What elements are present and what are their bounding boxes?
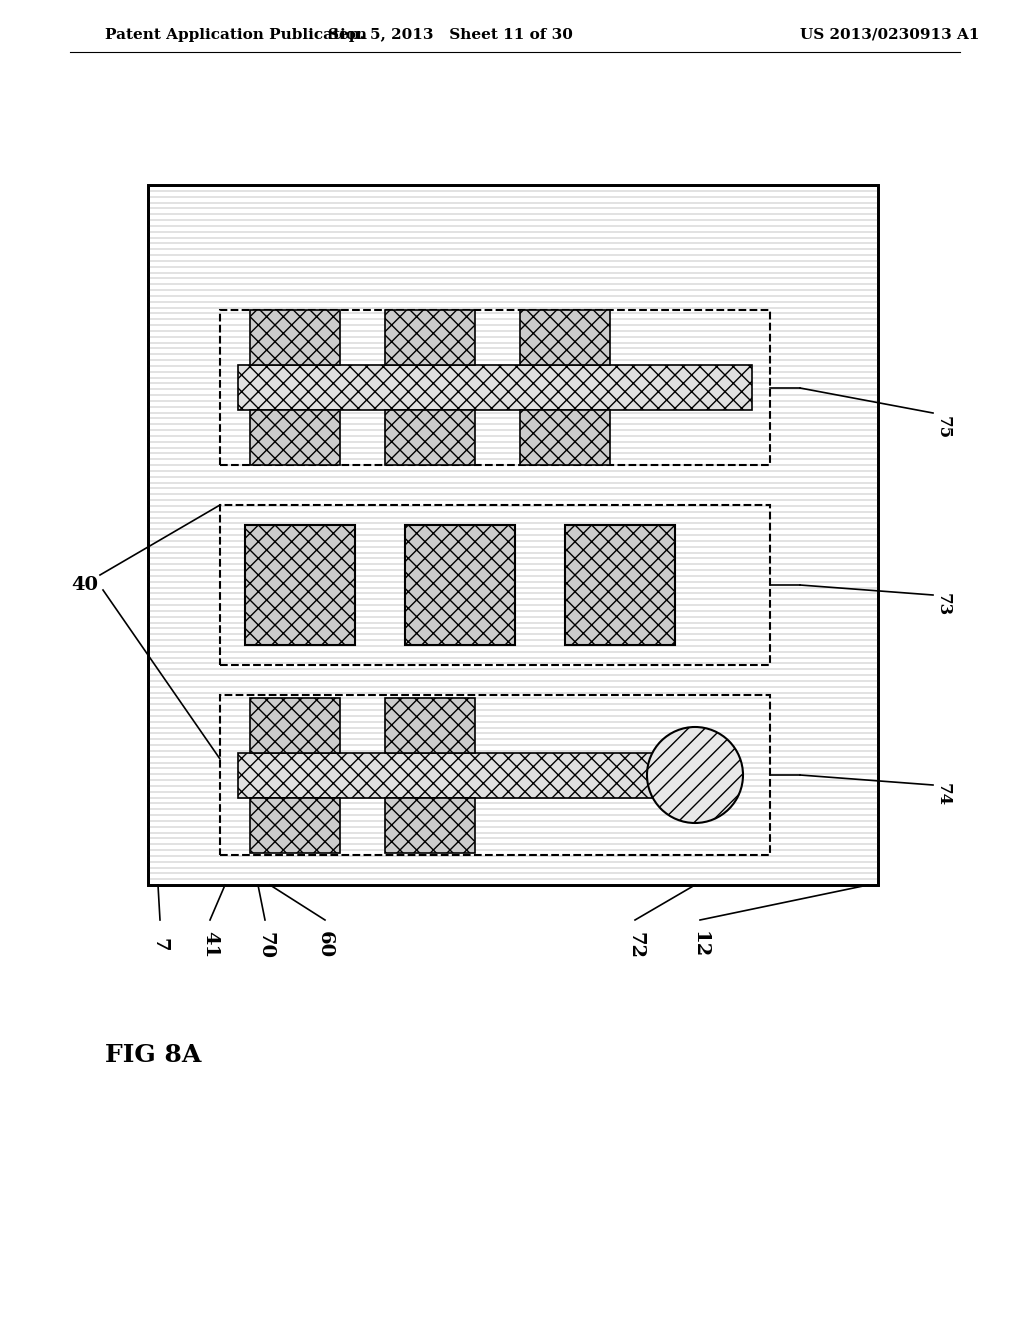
Bar (385, 698, 475, 752)
Bar (250, 310, 340, 366)
Text: US 2013/0230913 A1: US 2013/0230913 A1 (800, 28, 980, 42)
Text: 74: 74 (935, 784, 951, 807)
Bar (238, 752, 658, 799)
Bar (406, 525, 515, 645)
Bar (148, 185, 878, 884)
Bar (385, 310, 475, 366)
Text: 60: 60 (316, 932, 334, 958)
Text: 72: 72 (626, 932, 644, 958)
Bar (250, 411, 340, 465)
Bar (385, 799, 475, 853)
Text: 40: 40 (72, 576, 98, 594)
Bar (565, 525, 675, 645)
Text: Patent Application Publication: Patent Application Publication (105, 28, 367, 42)
Text: Sep. 5, 2013   Sheet 11 of 30: Sep. 5, 2013 Sheet 11 of 30 (328, 28, 572, 42)
Bar (245, 525, 355, 645)
Bar (520, 310, 610, 366)
Text: 75: 75 (935, 416, 951, 440)
Text: 7: 7 (151, 939, 169, 952)
Text: 12: 12 (691, 932, 709, 958)
Text: 70: 70 (256, 932, 274, 958)
Text: 73: 73 (935, 594, 951, 616)
Bar (220, 696, 770, 855)
Bar (220, 310, 770, 465)
Bar (250, 698, 340, 752)
Text: 41: 41 (201, 932, 219, 958)
Bar (148, 185, 878, 884)
Bar (238, 366, 752, 411)
Bar (250, 799, 340, 853)
Circle shape (647, 727, 743, 822)
Text: FIG 8A: FIG 8A (105, 1043, 202, 1067)
Bar (385, 411, 475, 465)
Bar (220, 506, 770, 665)
Bar (520, 411, 610, 465)
